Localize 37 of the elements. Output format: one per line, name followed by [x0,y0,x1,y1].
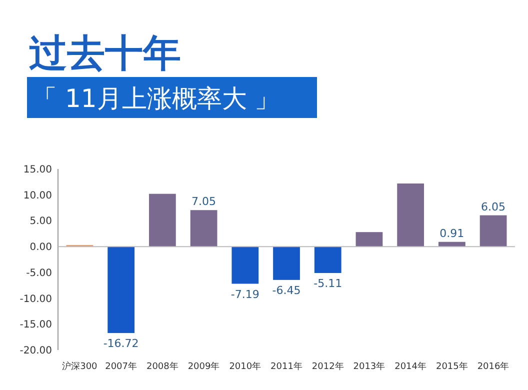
bar [108,246,135,334]
x-tick-label: 2013年 [353,361,386,372]
y-tick-label: 15.00 [23,164,52,176]
data-label: -7.19 [230,288,260,301]
x-tick-label: 2008年 [146,361,178,372]
x-tick-label: 2011年 [270,361,302,372]
x-tick-label: 2016年 [477,361,510,372]
chart-title: 过去十年 [29,31,181,75]
y-tick-label: -15.00 [20,320,52,331]
data-label: 0.91 [440,226,464,240]
chart-subtitle: 「 11月上涨概率大 」 [32,84,280,113]
bar [356,232,383,247]
y-tick-label: -20.00 [20,346,52,356]
x-tick-label: 2015年 [436,361,468,372]
x-tick-label: 2010年 [229,361,262,372]
data-label: 7.05 [192,195,216,208]
x-tick-label: 2009年 [188,361,220,372]
y-tick-label: 0.00 [30,242,52,254]
y-tick-label: 5.00 [30,216,52,228]
x-tick-label: 沪深300 [62,361,98,372]
data-label: -16.72 [103,337,139,350]
data-label: -5.11 [314,276,342,290]
bar [148,194,176,247]
y-tick-label: -5.00 [26,268,52,279]
x-tick-label: 2012年 [312,361,344,372]
bar [397,183,424,247]
y-tick-label: 10.00 [23,190,52,202]
data-label: 6.05 [481,200,506,214]
x-tick-label: 2014年 [394,361,427,372]
bar [273,246,300,280]
bar [190,210,218,247]
bar [232,246,259,284]
bar [314,246,342,273]
x-tick-label: 2007年 [105,361,138,372]
bar [480,215,507,247]
y-tick-label: -10.00 [20,294,52,305]
data-label: -6.45 [272,284,301,297]
